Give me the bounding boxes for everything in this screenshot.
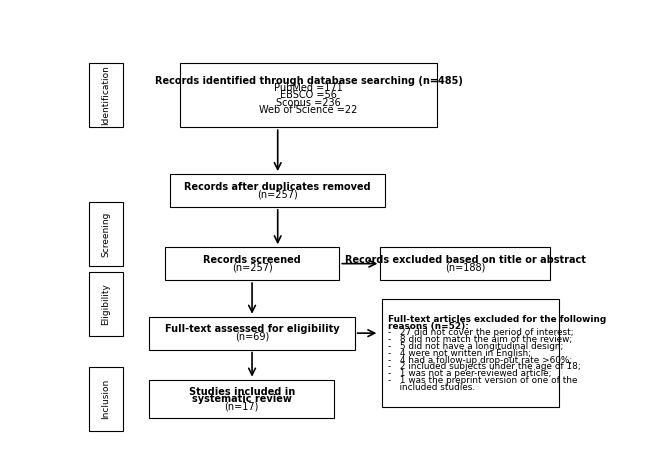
Text: PubMed =171: PubMed =171 — [274, 83, 343, 93]
Text: systematic review: systematic review — [192, 394, 292, 404]
Text: Identification: Identification — [101, 66, 111, 125]
Text: Studies included in: Studies included in — [189, 387, 295, 397]
Text: included studies.: included studies. — [388, 383, 475, 392]
Text: -   4 were not written in English;: - 4 were not written in English; — [388, 349, 531, 358]
Text: -   1 was not a peer-reviewed article;: - 1 was not a peer-reviewed article; — [388, 369, 551, 378]
Text: -   1 was the preprint version of one of the: - 1 was the preprint version of one of t… — [388, 376, 577, 385]
Bar — [380, 247, 549, 280]
Text: Records after duplicates removed: Records after duplicates removed — [185, 182, 371, 192]
Text: Full-text articles excluded for the following: Full-text articles excluded for the foll… — [388, 315, 606, 324]
Text: -   2 included subjects under the age of 18;: - 2 included subjects under the age of 1… — [388, 362, 581, 371]
Text: (n=69): (n=69) — [235, 332, 269, 342]
Text: reasons (n=52):: reasons (n=52): — [388, 322, 469, 331]
Text: -   27 did not cover the period of interest;: - 27 did not cover the period of interes… — [388, 328, 573, 337]
Text: EBSCO =56: EBSCO =56 — [280, 90, 337, 100]
Text: (n=17): (n=17) — [224, 401, 259, 411]
Text: (n=257): (n=257) — [258, 189, 298, 199]
Bar — [89, 63, 122, 127]
Text: Records excluded based on title or abstract: Records excluded based on title or abstr… — [344, 255, 585, 265]
Bar — [89, 202, 122, 266]
Text: -   5 did not have a longitudinal design;: - 5 did not have a longitudinal design; — [388, 342, 563, 351]
Text: Inclusion: Inclusion — [101, 379, 111, 419]
Bar — [170, 174, 385, 207]
Text: Web of Science =22: Web of Science =22 — [260, 105, 357, 115]
Text: Records identified through database searching (n=485): Records identified through database sear… — [154, 76, 463, 86]
Bar — [89, 272, 122, 336]
Bar — [150, 317, 355, 350]
Text: (n=188): (n=188) — [445, 262, 485, 272]
Text: Records screened: Records screened — [203, 255, 301, 265]
Text: Full-text assessed for eligibility: Full-text assessed for eligibility — [165, 324, 340, 334]
Text: Eligibility: Eligibility — [101, 283, 111, 325]
Bar — [89, 367, 122, 431]
Bar — [150, 380, 334, 418]
Text: Scopus =236: Scopus =236 — [276, 98, 341, 108]
Text: (n=257): (n=257) — [232, 262, 273, 272]
Bar — [180, 63, 437, 127]
Bar — [165, 247, 340, 280]
Text: -   8 did not match the aim of the review;: - 8 did not match the aim of the review; — [388, 335, 572, 344]
Bar — [381, 299, 559, 407]
Text: -   4 had a follow-up drop-out rate >60%;: - 4 had a follow-up drop-out rate >60%; — [388, 356, 572, 364]
Text: Screening: Screening — [101, 212, 111, 257]
